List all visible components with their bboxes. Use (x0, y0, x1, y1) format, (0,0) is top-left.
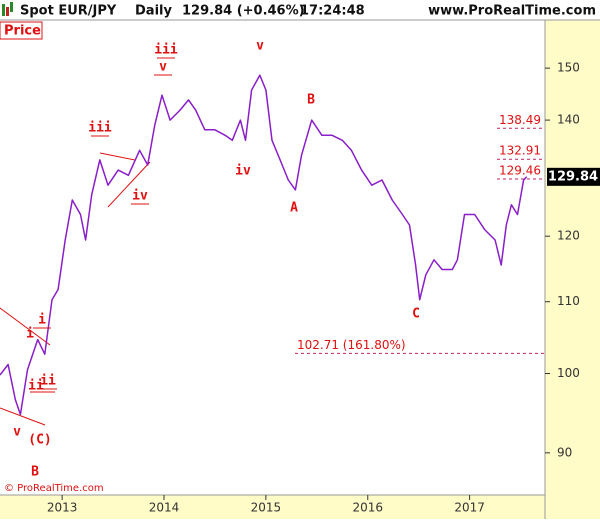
wave-label: i (26, 327, 34, 342)
wave-label: C (412, 307, 420, 322)
wave-label: (C) (28, 433, 51, 448)
x-tick-label: 2015 (251, 501, 282, 515)
icon (2, 4, 5, 16)
level-label: 102.71 (161.80%) (297, 338, 406, 352)
trendline (0, 307, 51, 346)
y-tick-label: 150 (557, 61, 580, 75)
wave-label: iii (154, 43, 178, 58)
price-line (0, 74, 528, 416)
wave-label: A (290, 201, 298, 216)
y-tick-label: 140 (557, 113, 580, 127)
period: Daily (135, 4, 172, 19)
level-label: 129.46 (499, 164, 541, 178)
y-tick-label: 120 (557, 229, 580, 243)
wave-label: v (256, 39, 264, 54)
wave-label: v (159, 60, 167, 75)
time: 17:24:48 (300, 4, 365, 19)
trendline (0, 407, 46, 426)
x-tick-label: 2013 (47, 501, 78, 515)
level-label: 138.49 (499, 113, 541, 127)
icon (10, 2, 13, 12)
level-label: 132.91 (499, 144, 541, 158)
icon (6, 7, 9, 16)
wave-label: iv (132, 189, 148, 204)
x-tick-label: 2016 (352, 501, 383, 515)
instrument: Spot EUR/JPY (20, 4, 117, 19)
trendline (107, 161, 151, 208)
panel-label-box (0, 21, 43, 40)
wave-label: B (307, 93, 315, 108)
x-tick-label: 2017 (454, 501, 485, 515)
trendline (99, 152, 136, 161)
x-tick-label: 2014 (149, 501, 180, 515)
y-tick-label: 90 (557, 445, 572, 459)
y-tick-label: 110 (557, 294, 580, 308)
wave-label: ii (40, 374, 56, 389)
header-band (0, 0, 600, 20)
last-value: 129.84 (548, 169, 598, 184)
plot-area (0, 20, 545, 495)
last-value-box (547, 167, 600, 186)
copyright: © ProRealTime.com (4, 483, 104, 494)
wave-label: iv (235, 164, 251, 179)
panel-label: Price (4, 24, 41, 39)
wave-label: v (13, 425, 21, 440)
y-tick-label: 100 (557, 366, 580, 380)
wave-label: i (38, 313, 46, 328)
wave-label: ii (28, 379, 44, 394)
site: www.ProRealTime.com (428, 4, 596, 19)
wave-label: B (31, 465, 39, 480)
wave-label: iii (88, 121, 112, 136)
quote: 129.84 (+0.46%) (182, 4, 305, 19)
